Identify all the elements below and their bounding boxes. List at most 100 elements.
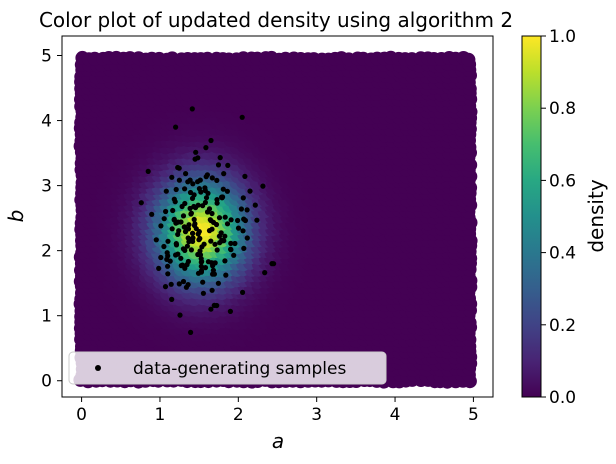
sample-point [222, 258, 228, 264]
sample-point [244, 207, 250, 213]
sample-point [197, 235, 203, 242]
sample-point [182, 229, 189, 235]
chart-title: Color plot of updated density using algo… [39, 8, 513, 32]
sample-point [208, 217, 214, 224]
sample-point [216, 215, 223, 221]
sample-point [198, 269, 204, 275]
sample-points [138, 106, 277, 335]
sample-point [204, 172, 210, 178]
sample-point [186, 222, 192, 228]
sample-point [221, 171, 227, 177]
legend-marker [95, 365, 101, 371]
legend: data-generating samples [68, 351, 387, 385]
sample-point [240, 228, 246, 234]
sample-point [195, 251, 201, 258]
sample-point [180, 246, 186, 252]
y-tick-label: 5 [41, 47, 52, 67]
sample-point [198, 189, 204, 195]
sample-point [208, 137, 214, 144]
sample-point [240, 289, 246, 295]
colorbar-tick-label: 0.0 [549, 388, 576, 408]
sample-point [182, 200, 188, 207]
sample-point [183, 284, 189, 290]
sample-point [158, 223, 164, 229]
sample-point [182, 186, 188, 192]
sample-point [225, 162, 231, 168]
sample-point [185, 258, 191, 265]
sample-point [164, 250, 170, 256]
sample-point [238, 206, 244, 212]
sample-point [209, 287, 215, 293]
legend-box [68, 351, 387, 385]
sample-point [223, 272, 229, 278]
colorbar-ticks: 0.0 0.2 0.4 0.6 0.8 1.0 [541, 27, 576, 408]
sample-point [235, 217, 241, 224]
colorbar-gradient [521, 35, 542, 398]
sample-point [179, 262, 186, 268]
sample-point [224, 188, 230, 194]
sample-point [190, 238, 196, 244]
sample-point [191, 203, 197, 210]
sample-point [220, 194, 226, 200]
sample-point [161, 243, 167, 250]
sample-point [167, 258, 173, 264]
colorbar: 0.0 0.2 0.4 0.6 0.8 1.0 density [521, 27, 608, 408]
colorbar-tick-label: 0.2 [549, 316, 576, 336]
sample-point [175, 164, 181, 171]
sample-point [153, 237, 159, 243]
x-axis-ticks: 0 1 2 3 4 5 [76, 397, 479, 425]
sample-point [185, 235, 191, 241]
sample-point [168, 281, 174, 287]
sample-point [201, 241, 207, 247]
sample-point [165, 238, 171, 244]
colorbar-tick-label: 0.6 [549, 171, 576, 191]
y-tick-label: 2 [41, 242, 52, 262]
sample-point [227, 308, 233, 314]
sample-point [195, 155, 201, 161]
sample-point [173, 252, 179, 258]
sample-point [205, 190, 211, 196]
sample-point [231, 252, 237, 258]
sample-point [224, 221, 231, 227]
y-tick-label: 1 [41, 307, 52, 327]
sample-point [242, 173, 248, 179]
sample-point [209, 226, 215, 232]
sample-point [209, 210, 215, 217]
legend-label-samples: data-generating samples [133, 359, 346, 379]
sample-point [198, 263, 204, 269]
axes-frame [61, 35, 494, 398]
sample-point [197, 177, 203, 183]
x-tick-label: 2 [233, 405, 244, 425]
sample-point [208, 306, 214, 312]
sample-point [228, 247, 234, 253]
density-field [73, 50, 478, 389]
sample-point [193, 149, 199, 155]
density-dot [461, 52, 476, 67]
sample-point [222, 214, 228, 220]
sample-point [189, 106, 195, 112]
sample-point [271, 261, 277, 267]
sample-point [163, 208, 169, 215]
sample-point [169, 174, 175, 180]
sample-point [158, 254, 164, 261]
sample-point [217, 155, 223, 161]
sample-point [228, 240, 234, 246]
sample-point [161, 216, 167, 222]
sample-point [149, 211, 155, 217]
x-tick-label: 5 [468, 405, 479, 425]
sample-point [241, 216, 247, 222]
sample-point [171, 196, 177, 202]
sample-point [214, 302, 220, 309]
sample-point [171, 217, 177, 223]
sample-point [252, 202, 258, 208]
sample-point [145, 168, 151, 174]
sample-point [209, 175, 215, 181]
sample-point [188, 211, 194, 217]
sample-point [173, 124, 179, 130]
sample-point [260, 183, 266, 189]
y-axis-label: b [4, 210, 28, 223]
sample-point [200, 290, 206, 296]
sample-point [176, 281, 182, 287]
sample-point [244, 235, 250, 241]
sample-point [188, 247, 194, 253]
